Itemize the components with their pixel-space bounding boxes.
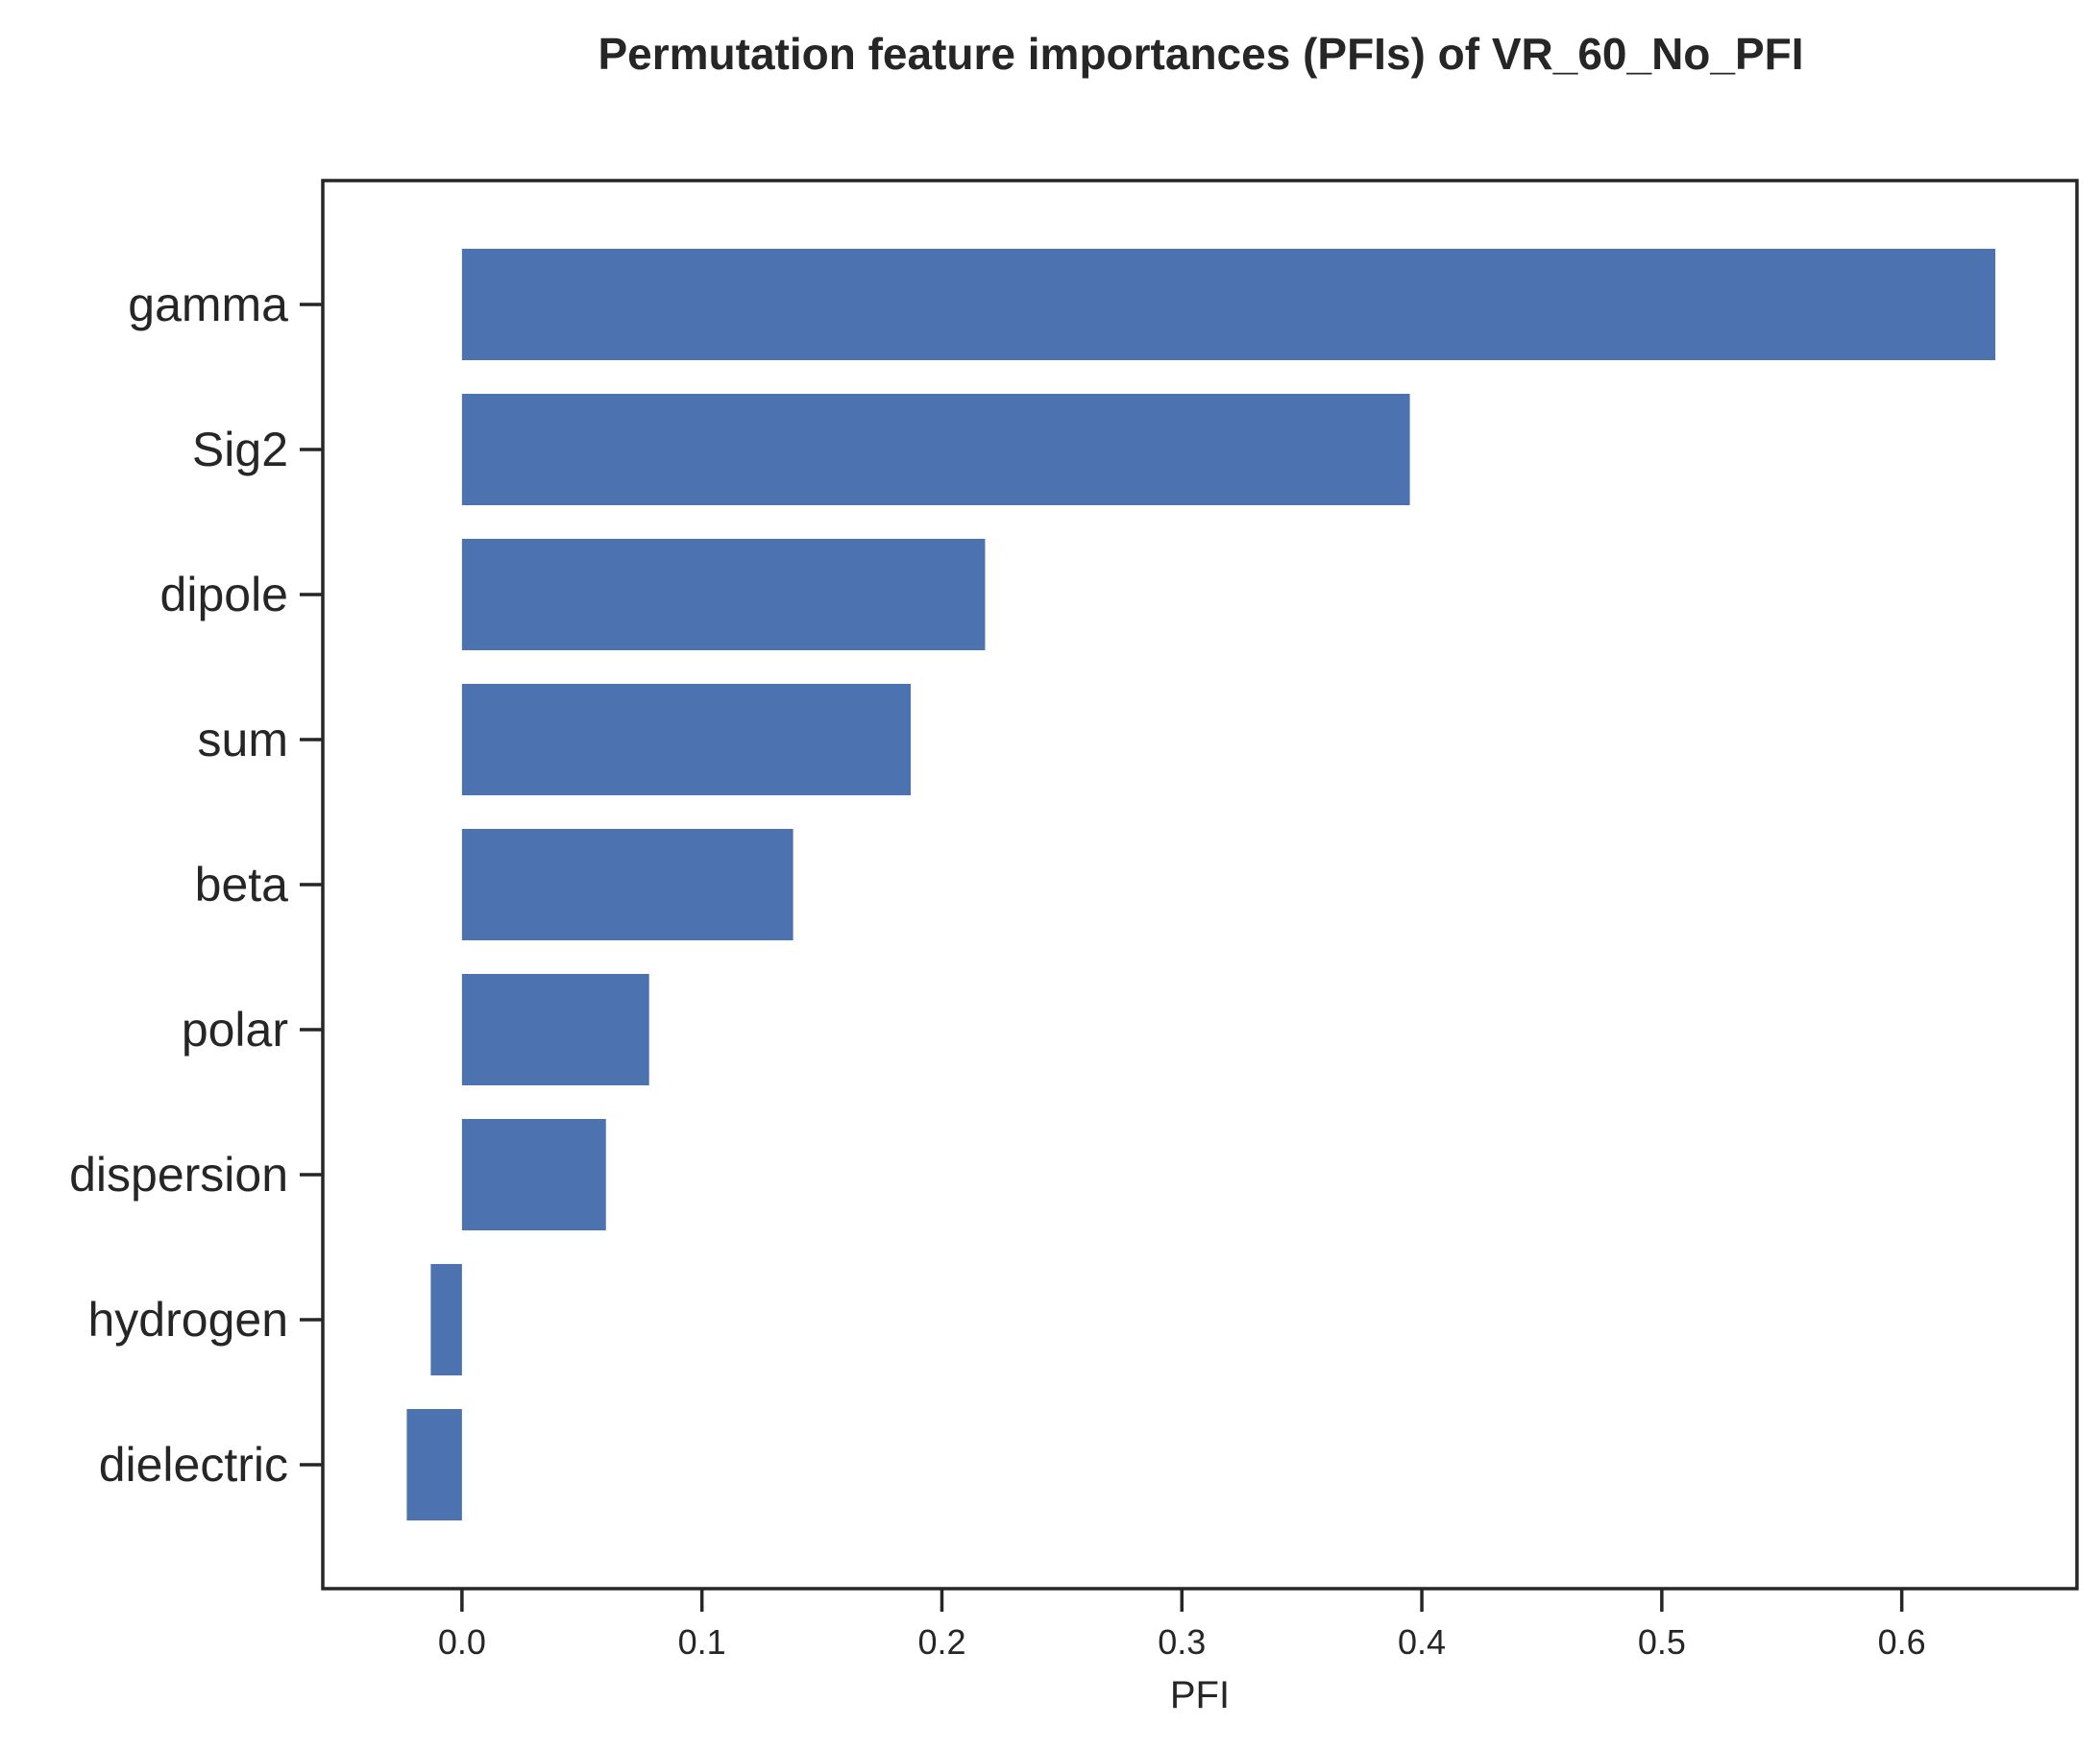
bar-beta: [461, 829, 794, 940]
bar-dielectric: [406, 1409, 462, 1520]
bar-Sig2: [461, 394, 1410, 505]
bar-polar: [461, 974, 649, 1085]
chart-title: Permutation feature importances (PFIs) o…: [598, 29, 1803, 79]
y-tick-label-dispersion: dispersion: [69, 1148, 288, 1202]
bar-dipole: [461, 539, 986, 650]
y-tick-label-dielectric: dielectric: [99, 1438, 288, 1492]
y-axis-ticks: gamma Sig2 dipole sum beta polar dispersion hyd…: [69, 278, 323, 1492]
y-tick-label-beta: beta: [195, 858, 289, 911]
y-tick-label-dipole: dipole: [160, 568, 288, 621]
x-tick-label-0.6: 0.6: [1878, 1622, 1926, 1662]
y-tick-label-hydrogen: hydrogen: [88, 1293, 289, 1347]
plot-frame: [321, 179, 2079, 1591]
y-tick-label-Sig2: Sig2: [192, 423, 288, 476]
bar-dispersion: [461, 1119, 606, 1230]
x-tick-label-0.1: 0.1: [678, 1622, 726, 1662]
bars-layer: [406, 249, 1996, 1520]
x-tick-label-0.5: 0.5: [1638, 1622, 1686, 1662]
y-tick-label-gamma: gamma: [128, 278, 288, 331]
bar-sum: [461, 684, 911, 795]
x-tick-label-0.4: 0.4: [1398, 1622, 1446, 1662]
x-tick-label-0.2: 0.2: [917, 1622, 965, 1662]
bar-hydrogen: [430, 1264, 462, 1375]
y-tick-label-sum: sum: [198, 713, 288, 766]
x-axis-label: PFI: [1170, 1674, 1230, 1716]
x-tick-label-0.3: 0.3: [1158, 1622, 1206, 1662]
x-axis-ticks: 0.0 0.1 0.2 0.3 0.4 0.5 0.6: [438, 1589, 1926, 1662]
y-tick-label-polar: polar: [182, 1003, 288, 1057]
bar-gamma: [461, 249, 1996, 360]
x-tick-label-0.0: 0.0: [438, 1622, 486, 1662]
